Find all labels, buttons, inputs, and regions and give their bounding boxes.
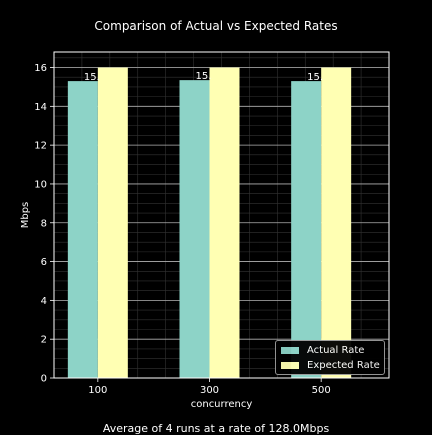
bar-expected xyxy=(97,67,128,379)
y-tick-label: 10 xyxy=(34,179,47,190)
legend-item-actual: Actual Rate xyxy=(281,343,364,357)
chart-legend: Actual Rate Expected Rate xyxy=(275,340,385,375)
y-tick-label: 8 xyxy=(41,218,47,229)
y-tick-label: 16 xyxy=(34,63,47,74)
y-tick-label: 4 xyxy=(41,296,47,307)
chart-title: Comparison of Actual vs Expected Rates xyxy=(94,19,338,33)
legend-label-actual: Actual Rate xyxy=(307,344,365,356)
legend-item-expected: Expected Rate xyxy=(281,358,380,372)
bar-actual xyxy=(67,81,98,378)
legend-swatch-actual xyxy=(281,346,299,354)
y-tick-label: 2 xyxy=(41,335,47,346)
legend-label-expected: Expected Rate xyxy=(307,359,380,371)
chart-subtitle: Average of 4 runs at a rate of 128.0Mbps xyxy=(102,422,330,435)
plot-frame xyxy=(53,51,390,379)
bar-actual xyxy=(291,81,322,378)
bar-data-label: 15. xyxy=(196,71,212,82)
bar-data-label: 15. xyxy=(307,72,323,83)
bar-expected xyxy=(321,67,352,379)
x-axis-label: concurrency xyxy=(191,399,253,410)
x-tick-label: 300 xyxy=(200,385,219,396)
x-tick-label: 500 xyxy=(312,385,331,396)
bar-data-label: 15. xyxy=(84,72,100,83)
bar-actual xyxy=(179,80,210,378)
y-tick-label: 14 xyxy=(34,102,47,113)
x-tick-label: 100 xyxy=(88,385,107,396)
y-axis-label: Mbps xyxy=(20,202,31,229)
y-tick-label: 12 xyxy=(34,141,47,152)
bar-expected xyxy=(209,67,240,379)
y-tick-label: 6 xyxy=(41,257,47,268)
y-tick-label: 0 xyxy=(41,374,47,385)
legend-swatch-expected xyxy=(281,361,299,369)
